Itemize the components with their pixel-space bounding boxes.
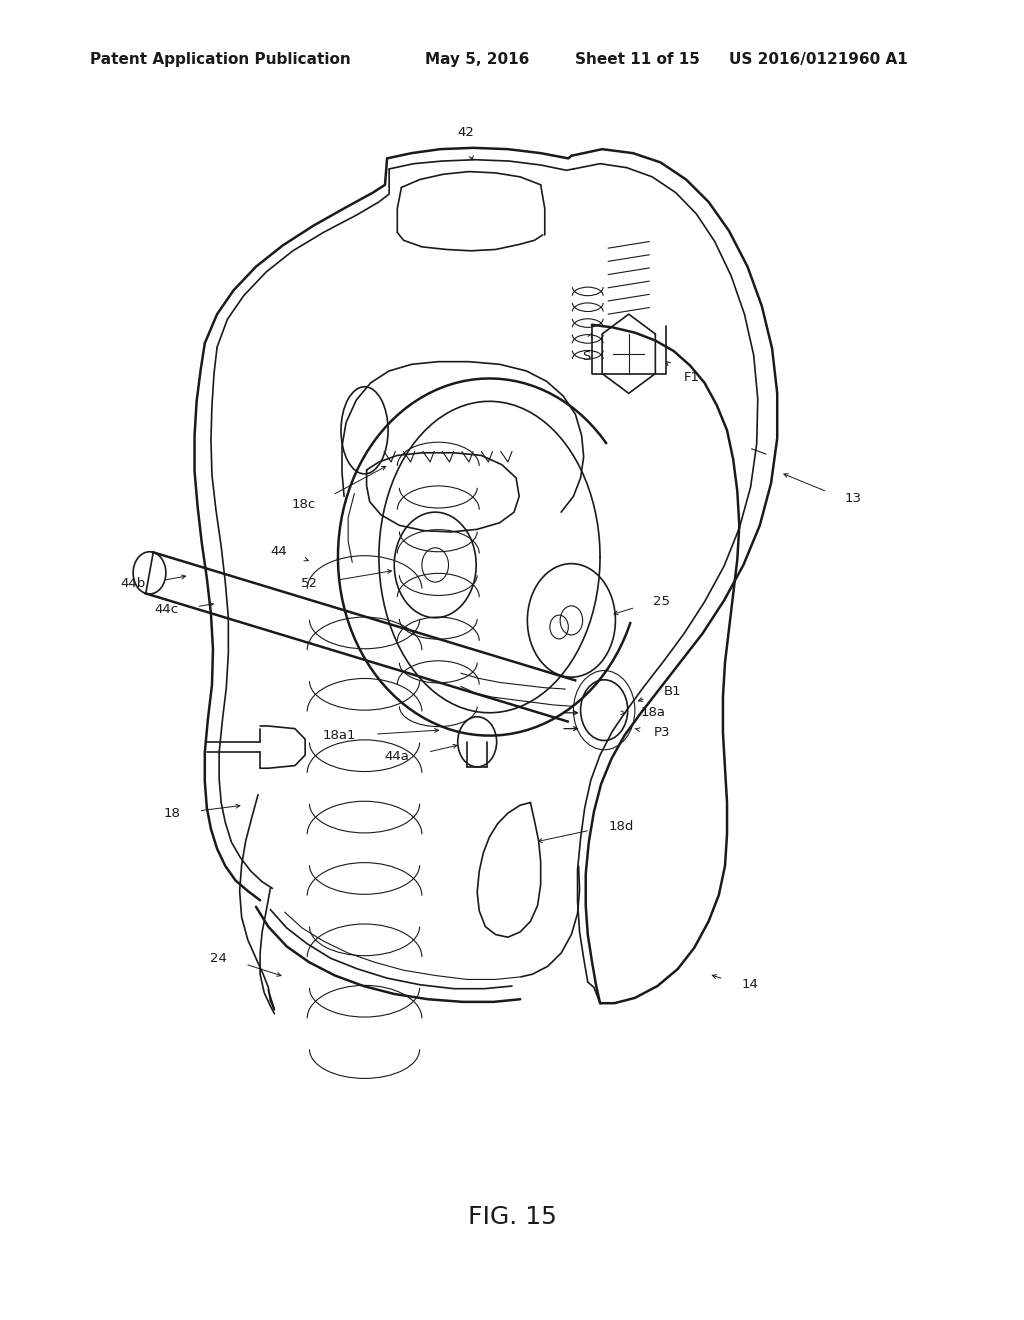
Text: 18d: 18d [608, 820, 634, 833]
Text: 42: 42 [458, 125, 474, 139]
Text: 24: 24 [211, 952, 227, 965]
Text: 44b: 44b [120, 577, 145, 590]
Text: S: S [582, 350, 590, 363]
Text: 25: 25 [653, 595, 671, 609]
Text: FIG. 15: FIG. 15 [468, 1205, 556, 1229]
Text: 44a: 44a [385, 750, 410, 763]
Text: 18a1: 18a1 [323, 729, 356, 742]
Text: 52: 52 [300, 577, 317, 590]
Text: 18: 18 [164, 807, 180, 820]
Text: B1: B1 [664, 685, 681, 698]
Text: US 2016/0121960 A1: US 2016/0121960 A1 [729, 51, 908, 67]
Text: P3: P3 [653, 726, 670, 739]
Text: May 5, 2016: May 5, 2016 [425, 51, 529, 67]
Text: 18a: 18a [641, 706, 666, 719]
Text: Sheet 11 of 15: Sheet 11 of 15 [575, 51, 700, 67]
Text: 13: 13 [845, 492, 862, 506]
Text: 14: 14 [741, 978, 758, 991]
Text: 44c: 44c [154, 603, 178, 616]
Text: F1: F1 [684, 371, 700, 384]
Text: 18c: 18c [291, 498, 315, 511]
Text: Patent Application Publication: Patent Application Publication [90, 51, 351, 67]
Text: 44: 44 [270, 545, 287, 558]
